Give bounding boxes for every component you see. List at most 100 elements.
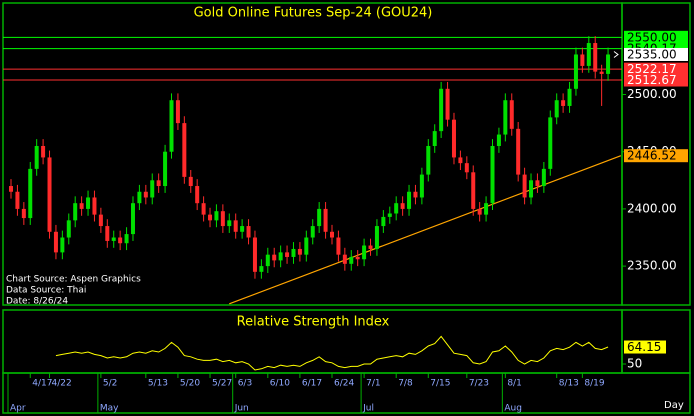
level-label: 2512.67 <box>627 73 677 87</box>
candle-body <box>573 54 578 89</box>
candle-body <box>490 145 495 204</box>
candle-body <box>220 211 225 227</box>
candle-body <box>272 254 277 261</box>
candle-body <box>548 117 553 169</box>
candle-body <box>561 100 566 106</box>
candle-body <box>9 186 13 192</box>
candle-body <box>445 88 450 120</box>
candle-body <box>355 256 360 260</box>
candle-body <box>451 119 456 158</box>
candle-body <box>111 237 116 241</box>
trend-box <box>624 149 688 163</box>
candle-body <box>496 134 501 146</box>
candle-body <box>580 54 585 66</box>
x-tick-label: 5/2 <box>103 379 117 389</box>
last-price-box <box>624 47 688 61</box>
candle-body <box>105 226 110 241</box>
y-tick-label: 2350.00 <box>627 259 677 273</box>
candle-body <box>150 180 155 198</box>
candle-body <box>34 145 39 169</box>
chart-title: Gold Online Futures Sep-24 (GOU24) <box>194 6 433 21</box>
level-label: 2522.17 <box>627 62 677 76</box>
x-tick-label: 6/17 <box>302 379 322 389</box>
candle-body <box>214 211 219 221</box>
candle-body <box>41 145 46 158</box>
candle-body <box>342 254 347 264</box>
x-tick-label: 8/1 <box>507 379 521 389</box>
candle-body <box>304 237 309 255</box>
candle-body <box>47 157 52 232</box>
month-label: Jul <box>362 404 374 414</box>
candle-body <box>426 145 431 175</box>
candle-body <box>317 208 322 227</box>
candle-body <box>240 226 245 232</box>
x-tick-label: 6/3 <box>238 379 252 389</box>
candle-body <box>233 220 238 232</box>
candle-body <box>291 248 296 257</box>
last-price-label: 2535.00 <box>627 47 677 61</box>
candle-body <box>541 168 546 187</box>
candle-body <box>163 151 168 187</box>
candle-body <box>413 191 418 198</box>
level-label: 2550.00 <box>627 30 677 44</box>
candle-body <box>252 237 257 272</box>
candle-body <box>227 220 232 227</box>
candle-body <box>471 172 476 209</box>
candle-body <box>503 100 508 135</box>
y-tick-label: 2400.00 <box>627 201 677 215</box>
candle-body <box>387 213 392 217</box>
x-tick-label: 7/8 <box>398 379 413 389</box>
candle-body <box>407 191 412 209</box>
candle-body <box>310 226 315 238</box>
candle-body <box>98 214 103 227</box>
month-label: Apr <box>10 404 26 414</box>
x-tick-label: 8/19 <box>584 379 604 389</box>
candle-body <box>188 176 193 187</box>
candle-body <box>484 203 489 215</box>
candle-body <box>509 100 514 129</box>
candle-body <box>156 180 161 187</box>
candle-body <box>586 43 591 66</box>
candle-body <box>529 180 534 198</box>
candle-body <box>278 252 283 261</box>
candle-body <box>522 174 527 198</box>
candle-body <box>259 266 264 272</box>
candle-body <box>60 237 65 253</box>
annotation: Date: 8/26/24 <box>6 297 68 307</box>
trend-label: 2446.52 <box>627 149 677 163</box>
candle-body <box>21 208 26 219</box>
candle-body <box>28 168 33 219</box>
candle-body <box>606 54 611 74</box>
candle-body <box>143 191 148 198</box>
y-tick-label: 2500.00 <box>627 87 677 101</box>
candle-body <box>516 128 521 175</box>
candle-body <box>323 208 328 232</box>
last-price-arrow <box>613 51 619 58</box>
rsi-value-box <box>624 340 666 354</box>
candle-body <box>285 252 290 257</box>
candle-body <box>201 203 206 215</box>
month-label: Aug <box>504 404 522 414</box>
x-tick-label: 6/10 <box>270 379 290 389</box>
candle-body <box>464 163 469 173</box>
candle-body <box>362 245 367 260</box>
annotation: Chart Source: Aspen Graphics <box>6 275 141 285</box>
x-tick-label: 5/13 <box>148 379 168 389</box>
x-tick-label: 4/17 <box>32 379 52 389</box>
candle-body <box>53 231 58 253</box>
month-label: Jun <box>234 404 249 414</box>
candle-body <box>567 88 572 106</box>
x-axis-label: Day <box>664 400 684 411</box>
rsi-title: Relative Strength Index <box>237 315 390 330</box>
month-label: May <box>100 404 119 414</box>
candle-body <box>137 191 142 204</box>
candle-body <box>79 203 84 209</box>
candle-body <box>297 248 302 255</box>
candle-body <box>381 216 386 227</box>
candle-body <box>118 237 123 244</box>
candle-body <box>374 226 379 249</box>
candle-body <box>368 245 373 249</box>
candle-body <box>599 71 604 74</box>
x-tick-label: 6/24 <box>334 379 354 389</box>
